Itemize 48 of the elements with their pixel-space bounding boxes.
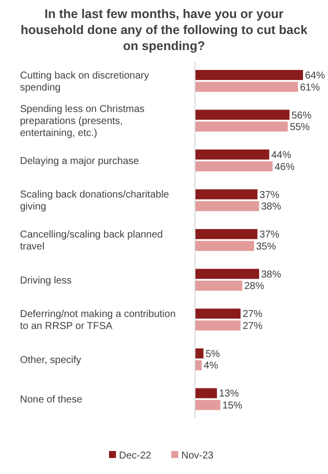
data-label: 5% (205, 348, 220, 360)
bar (195, 70, 303, 80)
y-tick-label: Other, specify (20, 354, 82, 366)
data-label: 4% (204, 360, 218, 372)
bar (195, 110, 290, 120)
data-label: 64% (305, 70, 326, 82)
y-tick-label: Driving less (20, 275, 72, 286)
data-label: 15% (222, 400, 242, 412)
bar (195, 161, 273, 172)
bar (195, 388, 217, 398)
data-label: 37% (259, 230, 280, 241)
y-tick-label: Scaling back donations/charitable giving (20, 190, 170, 213)
data-label: 61% (300, 82, 320, 94)
data-label: 13% (218, 388, 240, 400)
data-label: 37% (259, 190, 280, 201)
y-tick-label: Cancelling/scaling back planned travel (20, 230, 163, 252)
bar (195, 82, 298, 92)
data-label: 38% (261, 269, 282, 280)
y-tick-label: None of these (20, 394, 83, 406)
bar (195, 150, 270, 160)
bar (195, 240, 254, 251)
data-label: 56% (292, 110, 312, 122)
data-label: 28% (244, 281, 264, 292)
legend-label: Nov-23 (181, 450, 214, 462)
bar (195, 320, 241, 330)
data-label: 27% (242, 320, 263, 332)
bar (195, 280, 242, 291)
data-label: 46% (274, 162, 295, 173)
data-label: 55% (290, 122, 310, 134)
bar (195, 348, 204, 358)
bar (195, 268, 260, 279)
data-label: 44% (271, 150, 292, 162)
data-label: 35% (256, 241, 276, 252)
chart-title: In the last few months, have you or your household done any of the following to cut back on spending? (20, 7, 308, 53)
y-tick-label: Cutting back on discretionary spending (20, 70, 149, 94)
bar (195, 201, 260, 212)
y-tick-label: Deferring/not making a contribution to an RRSP or TFSA (20, 309, 176, 332)
bar (195, 229, 258, 240)
y-tick-label: Spending less on Christmas preparations (presents, entertaining, etc.) (20, 104, 145, 140)
legend-label: Dec-22 (119, 450, 152, 462)
bar (195, 308, 241, 319)
bar (195, 189, 258, 200)
bar (195, 122, 288, 132)
data-label: 38% (261, 202, 282, 213)
bar (195, 360, 202, 370)
y-tick-label: Delaying a major purchase (20, 156, 140, 167)
data-label: 27% (242, 309, 263, 320)
bar (195, 400, 220, 410)
